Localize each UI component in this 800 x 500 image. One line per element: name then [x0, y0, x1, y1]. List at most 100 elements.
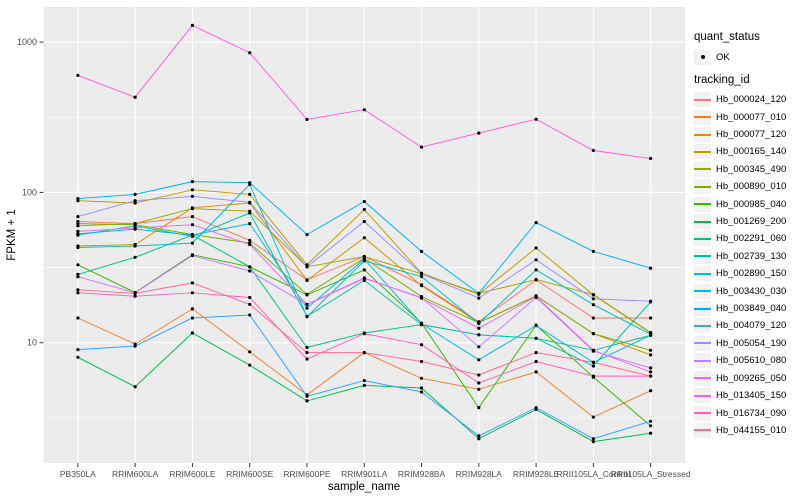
data-point: [591, 348, 596, 352]
data-point: [133, 294, 137, 298]
data-point: [534, 221, 538, 225]
x-tick-label: RRIM928LA: [456, 469, 503, 479]
legend-item-Hb_000890_010: Hb_000890_010: [694, 178, 786, 195]
data-point: [248, 350, 252, 354]
legend-item-Hb_003849_040: Hb_003849_040: [694, 300, 786, 317]
line-swatch-icon: [694, 203, 711, 206]
legend-key: [694, 283, 711, 299]
data-point: [534, 117, 538, 121]
legend-item-label: Hb_000985_040: [716, 198, 787, 210]
legend-item-label: OK: [716, 51, 730, 63]
data-point: [477, 131, 481, 135]
x-tick-label: RRII105LA_Control: [556, 469, 630, 479]
data-point: [362, 379, 366, 383]
data-point: [477, 381, 481, 385]
data-point: [248, 302, 252, 306]
data-point: [419, 376, 424, 380]
data-point: [133, 255, 137, 259]
data-point: [362, 108, 366, 112]
data-point: [649, 431, 653, 435]
legend-item-Hb_000165_140: Hb_000165_140: [694, 143, 786, 160]
data-point: [419, 386, 424, 390]
legend-title-quant-status: quant_status: [694, 31, 760, 43]
line-swatch-icon: [694, 272, 711, 275]
data-point: [133, 344, 137, 348]
data-point: [649, 299, 653, 303]
data-point: [305, 265, 309, 269]
data-point: [305, 278, 309, 282]
legend-item-Hb_000077_120: Hb_000077_120: [694, 126, 786, 143]
legend-key: [694, 318, 711, 334]
line-swatch-icon: [694, 220, 711, 223]
data-point: [649, 424, 653, 428]
legend-item-label: Hb_001269_200: [716, 216, 787, 228]
legend-item-Hb_000024_120: Hb_000024_120: [694, 91, 786, 108]
legend-title-tracking-id: tracking_id: [694, 74, 750, 86]
data-point: [76, 348, 80, 352]
data-point: [591, 332, 596, 336]
y-axis-title: FPKM + 1: [6, 209, 18, 261]
data-point: [419, 322, 424, 326]
legend-item-label: Hb_013405_150: [716, 390, 787, 402]
data-point: [534, 294, 538, 299]
data-point: [591, 293, 596, 297]
legend-item-label: Hb_005610_080: [716, 355, 787, 367]
legend: quant_status OK tracking_id Hb_000024_12…: [694, 0, 800, 500]
data-point: [248, 200, 252, 204]
legend-item-Hb_003430_030: Hb_003430_030: [694, 282, 786, 299]
data-point: [419, 343, 424, 347]
data-point: [534, 406, 538, 410]
data-point: [477, 373, 481, 377]
data-point: [419, 359, 424, 364]
legend-item-Hb_002739_130: Hb_002739_130: [694, 248, 786, 265]
legend-key: [694, 335, 711, 351]
line-swatch-icon: [694, 98, 711, 101]
y-tick-label: 10: [27, 338, 37, 348]
legend-item-Hb_009265_050: Hb_009265_050: [694, 370, 786, 387]
line-swatch-icon: [694, 429, 711, 432]
data-point: [649, 389, 653, 393]
line-swatch-icon: [694, 307, 711, 310]
data-point: [419, 284, 424, 288]
data-point: [591, 440, 596, 444]
data-point: [133, 201, 137, 205]
data-point: [305, 399, 309, 403]
line-swatch-icon: [694, 168, 711, 171]
data-point: [534, 258, 538, 262]
data-point: [649, 316, 653, 320]
data-point: [133, 244, 137, 248]
data-point: [591, 437, 596, 441]
data-point: [534, 370, 538, 374]
data-point: [419, 249, 424, 253]
legend-item-Hb_016734_090: Hb_016734_090: [694, 404, 786, 421]
legend-key: [694, 370, 711, 386]
data-point: [649, 348, 653, 352]
legend-tracking-id-items: Hb_000024_120 Hb_000077_010 Hb_000077_120 H…: [694, 91, 786, 439]
data-point: [248, 363, 252, 367]
data-point: [362, 219, 366, 224]
data-point: [133, 199, 137, 203]
x-axis-title: sample_name: [327, 481, 401, 493]
data-point: [477, 437, 481, 441]
line-swatch-icon: [694, 150, 711, 153]
data-point: [362, 332, 366, 336]
data-point: [477, 296, 481, 300]
data-point: [477, 406, 481, 410]
data-point: [305, 306, 309, 310]
data-point: [649, 366, 653, 370]
data-point: [419, 390, 424, 394]
data-point: [362, 276, 366, 280]
x-tick-label: RRIM600PE: [283, 469, 331, 479]
data-point: [419, 145, 424, 149]
data-point: [305, 345, 309, 350]
y-tick-label: 100: [22, 187, 37, 197]
legend-item-Hb_004079_120: Hb_004079_120: [694, 317, 786, 334]
data-point: [190, 207, 194, 211]
data-point: [76, 275, 80, 279]
data-point: [76, 291, 80, 295]
data-point: [76, 222, 80, 226]
data-point: [477, 345, 481, 349]
legend-item-Hb_005054_190: Hb_005054_190: [694, 335, 786, 352]
data-point: [362, 268, 366, 272]
